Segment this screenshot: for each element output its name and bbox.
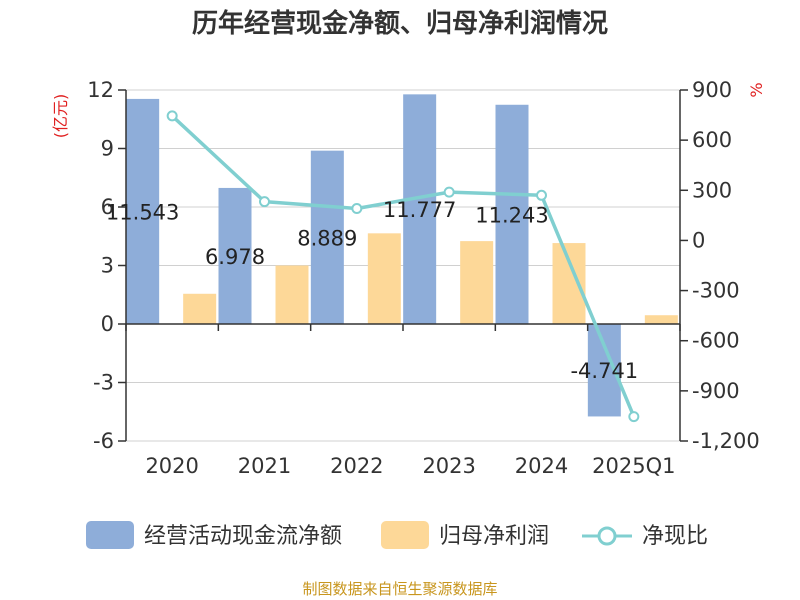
bar-cash-flow	[126, 98, 160, 324]
chart-title: 历年经营现金净额、归母净利润情况	[192, 8, 608, 39]
x-tick-label: 2020	[145, 454, 198, 478]
y-right-tick-label: -600	[692, 329, 740, 353]
data-label-cash-flow: 8.889	[297, 226, 357, 250]
legend-swatch-cash-flow	[86, 521, 134, 549]
y-left-tick-label: 0	[101, 312, 114, 336]
ratio-point	[443, 186, 455, 198]
x-tick-label: 2024	[515, 454, 568, 478]
bar-cash-flow	[218, 187, 252, 324]
bar-cash-flow	[403, 94, 437, 324]
y-right-tick-label: 0	[692, 228, 705, 252]
ratio-point	[166, 110, 178, 122]
bar-net-profit	[644, 315, 678, 324]
bar-cash-flow	[495, 104, 529, 324]
bar-net-profit	[275, 265, 309, 324]
y-left-tick-label: 9	[101, 137, 114, 161]
bar-net-profit	[552, 243, 586, 324]
bar-net-profit	[460, 241, 494, 324]
y-right-tick-label: 300	[692, 178, 732, 202]
x-tick-label: 2023	[422, 454, 475, 478]
ratio-polyline	[170, 114, 636, 418]
legend-swatch-net-profit	[381, 521, 429, 549]
legend-label-net-profit: 归母净利润	[439, 524, 549, 549]
data-label-cash-flow: 6.978	[205, 245, 265, 269]
source-note: 制图数据来自恒生聚源数据库	[302, 580, 497, 598]
ratio-point	[259, 196, 270, 208]
bar-net-profit	[183, 293, 217, 324]
ratio-line	[166, 110, 640, 423]
x-tick-label: 2025Q1	[592, 454, 675, 478]
grid	[126, 89, 680, 442]
legend-swatch-ratio-marker	[597, 526, 617, 546]
y-right-tick-label: 900	[692, 78, 732, 102]
data-label-cash-flow: 11.777	[383, 198, 456, 222]
legend: 经营活动现金流净额 归母净利润 净现比	[86, 521, 708, 549]
x-tick-label: 2022	[330, 454, 383, 478]
x-tick-label: 2021	[238, 454, 291, 478]
y-right-tick-label: 600	[692, 128, 732, 152]
data-labels: 11.543 6.978 8.889 11.777 11.243 -4.741	[106, 198, 638, 383]
bar-net-profit	[367, 233, 401, 324]
y-left-tick-label: -6	[93, 429, 114, 453]
axes: -6 -3 0 3 6 9 12 -1,200 -900 -600 -300 0 300 600 900 20…	[87, 78, 759, 478]
y-right-tick-label: -900	[692, 379, 740, 403]
y-left-tick-label: 3	[101, 254, 114, 278]
ratio-point	[536, 189, 547, 201]
ratio-point	[628, 411, 640, 423]
y-right-tick-label: -300	[692, 279, 740, 303]
data-label-cash-flow: 11.243	[475, 203, 548, 227]
ratio-point	[351, 203, 363, 215]
legend-label-cash-flow: 经营活动现金流净额	[144, 524, 342, 549]
bars	[126, 94, 678, 417]
y-right-label: %	[747, 82, 766, 97]
bar-cash-flow	[310, 150, 344, 324]
y-left-tick-label: 12	[87, 78, 114, 102]
y-left-tick-label: -3	[93, 371, 114, 395]
y-right-tick-label: -1,200	[692, 429, 760, 453]
y-left-tick-label: 6	[101, 195, 114, 219]
legend-label-ratio: 净现比	[642, 524, 708, 549]
y-left-label: (亿元)	[51, 94, 70, 139]
data-label-cash-flow: -4.741	[570, 359, 638, 383]
data-label-cash-flow: 11.543	[106, 200, 179, 224]
